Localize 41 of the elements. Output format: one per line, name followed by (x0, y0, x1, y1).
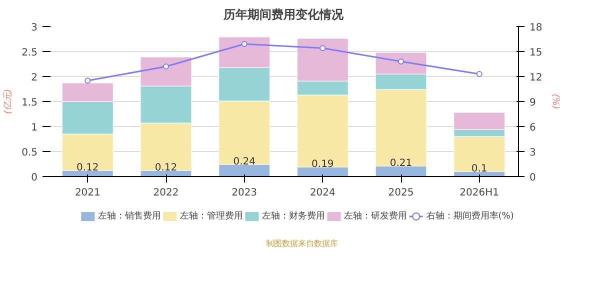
chart-title: 历年期间费用变化情况 (222, 8, 344, 22)
x-tick-label: 2021 (74, 188, 100, 198)
data-label: 0.24 (233, 156, 256, 168)
x-tick-label: 2025 (388, 188, 414, 198)
legend-label: 右轴：期间费用率(%) (426, 210, 514, 222)
legend-label: 左轴：财务费用 (262, 210, 326, 222)
x-tick-label: 2023 (232, 188, 258, 198)
y-axis-title: (亿元) (2, 88, 14, 114)
y-tick-label: 0 (31, 172, 38, 184)
legend-label: 左轴：研发费用 (344, 210, 408, 222)
y2-tick-label: 6 (530, 122, 536, 134)
y-tick-label: 2.5 (22, 48, 38, 58)
data-label: 0.19 (312, 159, 334, 170)
point (84, 78, 91, 84)
point (476, 71, 482, 77)
data-label: 0.1 (471, 164, 488, 174)
y2-axis-title: (%) (550, 94, 560, 110)
x-tick-label: 2022 (153, 188, 179, 198)
data-label: 0.12 (76, 162, 99, 174)
y2-tick-label: 12 (530, 72, 542, 84)
y-tick-label: 3 (31, 22, 38, 34)
point (398, 58, 404, 64)
y2-tick-label: 3 (530, 148, 536, 158)
point (241, 41, 248, 47)
data-label: 0.12 (154, 162, 178, 174)
legend-label: 左轴：管理费用 (180, 210, 244, 222)
y2-tick-label: 18 (530, 22, 542, 34)
y-tick-label: 0.5 (22, 148, 38, 158)
y2-tick-label: 9 (530, 98, 536, 108)
legend-label: 左轴：销售费用 (98, 210, 162, 222)
y-tick-label: 1 (31, 122, 38, 134)
y2-tick-label: 15 (530, 48, 542, 58)
y-tick-label: 2 (31, 72, 38, 84)
x-tick-label: 2024 (310, 188, 336, 198)
y2-tick-label: 0 (530, 172, 536, 184)
x-tick-label: 2026H1 (460, 188, 500, 198)
y-tick-label: 1.5 (22, 98, 38, 108)
point (163, 64, 169, 70)
point (320, 45, 326, 52)
text: 制图数据来自数据库 (266, 239, 338, 248)
data-label: 0.21 (390, 158, 412, 169)
